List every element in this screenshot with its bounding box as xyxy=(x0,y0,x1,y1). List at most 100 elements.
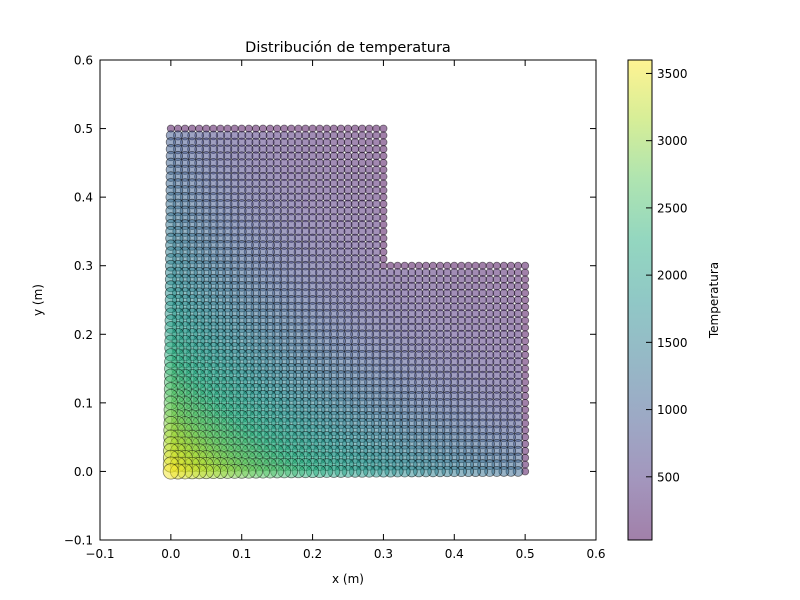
scatter-point xyxy=(358,124,367,133)
scatter-point xyxy=(322,124,331,133)
scatter-point xyxy=(379,193,388,202)
scatter-point xyxy=(343,124,352,133)
x-tick-label: 0.6 xyxy=(586,547,605,561)
scatter-point xyxy=(365,124,374,133)
scatter-point xyxy=(351,124,360,133)
y-tick-label: 0.0 xyxy=(74,465,93,479)
x-tick-label: 0.1 xyxy=(232,547,251,561)
scatter-points xyxy=(162,124,530,480)
scatter-point xyxy=(336,124,345,133)
scatter-point xyxy=(379,179,388,188)
scatter-point xyxy=(329,124,338,133)
scatter-point xyxy=(379,199,388,208)
scatter-point xyxy=(521,275,530,284)
scatter-point xyxy=(457,261,466,270)
scatter-point xyxy=(521,350,530,359)
scatter-point xyxy=(521,282,530,291)
colorbar: 500 1000 1500 2000 2500 3000 3500 Temperatura xyxy=(627,59,721,541)
scatter-point xyxy=(485,261,494,270)
scatter-point xyxy=(521,371,530,380)
scatter-point xyxy=(379,220,388,229)
scatter-point xyxy=(308,124,317,133)
colorbar-tick-label: 500 xyxy=(657,470,680,484)
x-tick-label: 0.5 xyxy=(516,547,535,561)
scatter-point xyxy=(521,302,530,311)
plot-frame xyxy=(99,59,597,541)
scatter-point xyxy=(513,268,523,277)
scatter-point xyxy=(521,295,530,304)
x-tick-label: 0.4 xyxy=(445,547,464,561)
colorbar-tick-label: 1500 xyxy=(657,336,688,350)
scatter-point xyxy=(521,323,530,332)
scatter-point xyxy=(379,227,388,236)
scatter-point xyxy=(379,186,388,195)
scatter-point xyxy=(379,138,388,147)
scatter-point xyxy=(471,261,480,270)
scatter-point xyxy=(521,289,530,298)
scatter-point xyxy=(379,206,388,215)
colorbar-frame xyxy=(627,59,653,541)
colorbar-gradient xyxy=(628,60,652,540)
x-axis-ticks: −0.1 0.0 0.1 0.2 0.3 0.4 0.5 0.6 xyxy=(85,60,606,561)
scatter-point xyxy=(379,124,388,133)
scatter-point xyxy=(492,261,501,270)
y-tick-label: 0.6 xyxy=(74,54,93,68)
y-tick-label: −0.1 xyxy=(64,534,93,548)
scatter-point xyxy=(162,463,179,480)
scatter-point xyxy=(379,165,388,174)
scatter-point xyxy=(521,357,530,366)
scatter-point xyxy=(379,254,388,263)
x-tick-label: 0.3 xyxy=(374,547,393,561)
y-axis-ticks: −0.1 0.0 0.1 0.2 0.3 0.4 0.5 0.6 xyxy=(64,54,596,548)
colorbar-tick-label: 3000 xyxy=(657,134,688,148)
scatter-point xyxy=(506,261,515,270)
scatter-point xyxy=(379,247,388,256)
scatter-point xyxy=(379,172,388,181)
y-tick-label: 0.1 xyxy=(74,396,93,410)
scatter-point xyxy=(372,144,381,154)
scatter-point xyxy=(521,309,530,318)
scatter-point xyxy=(521,261,530,270)
scatter-point xyxy=(379,241,388,250)
scatter-point xyxy=(450,261,459,270)
plot-area xyxy=(99,59,597,541)
scatter-point xyxy=(521,364,530,373)
scatter-point xyxy=(379,213,388,222)
scatter-point xyxy=(443,261,452,270)
scatter-point xyxy=(315,124,324,133)
y-tick-label: 0.5 xyxy=(74,122,93,136)
x-tick-label: 0.2 xyxy=(303,547,322,561)
scatter-point xyxy=(478,261,487,270)
x-tick-label: −0.1 xyxy=(85,547,114,561)
scatter-point xyxy=(372,131,381,140)
x-tick-label: 0.0 xyxy=(161,547,180,561)
scatter-point xyxy=(379,145,388,154)
scatter-point xyxy=(521,316,530,325)
scatter-point xyxy=(357,131,367,140)
scatter-point xyxy=(521,268,530,277)
colorbar-tick-label: 2000 xyxy=(657,269,688,283)
scatter-point xyxy=(521,337,530,346)
y-tick-label: 0.3 xyxy=(74,259,93,273)
scatter-point xyxy=(379,158,388,167)
y-axis-label: y (m) xyxy=(31,284,45,316)
colorbar-tick-label: 2500 xyxy=(657,201,688,215)
scatter-point xyxy=(521,330,530,339)
scatter-point xyxy=(365,131,374,140)
colorbar-label: Temperatura xyxy=(707,262,721,339)
scatter-point xyxy=(464,261,473,270)
scatter-point xyxy=(499,261,508,270)
y-tick-label: 0.4 xyxy=(74,191,93,205)
scatter-point xyxy=(379,131,388,140)
y-tick-label: 0.2 xyxy=(74,328,93,342)
colorbar-tick-label: 3500 xyxy=(657,67,688,81)
scatter-point xyxy=(436,261,445,270)
colorbar-ticks: 500 1000 1500 2000 2500 3000 3500 xyxy=(646,67,688,484)
scatter-point xyxy=(372,138,381,147)
x-axis-label: x (m) xyxy=(332,572,364,586)
scatter-point xyxy=(379,151,388,160)
chart-title: Distribución de temperatura xyxy=(245,40,451,56)
scatter-point xyxy=(521,343,530,352)
colorbar-tick-label: 1000 xyxy=(657,403,688,417)
